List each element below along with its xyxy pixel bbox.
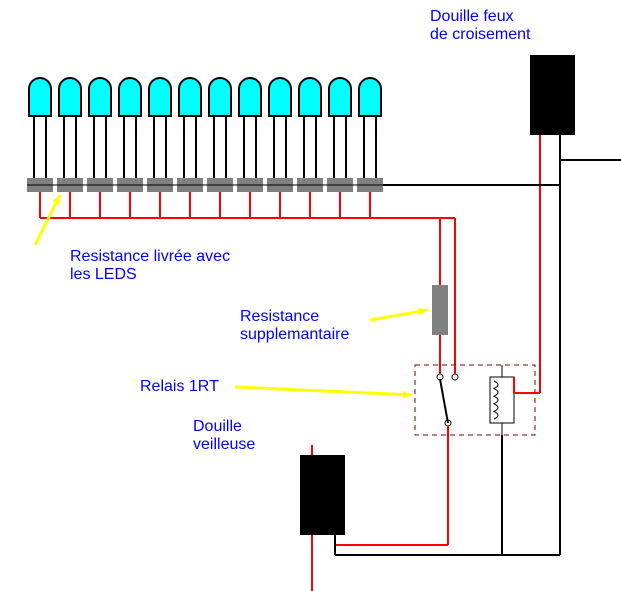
led (359, 78, 381, 116)
arrow (235, 387, 412, 395)
led (29, 78, 51, 116)
relay-1rt (415, 365, 535, 435)
socket-croisement (530, 55, 575, 135)
led (239, 78, 261, 116)
led (299, 78, 321, 116)
led (119, 78, 141, 116)
label-relais: Relais 1RT (140, 378, 219, 396)
led (179, 78, 201, 116)
label-douille-veilleuse: Douille veilleuse (193, 418, 255, 454)
supplementary-resistor (432, 285, 448, 335)
led (59, 78, 81, 116)
led (149, 78, 171, 116)
led (269, 78, 291, 116)
led (209, 78, 231, 116)
relay-coil (490, 377, 514, 423)
label-resistance-livree: Resistance livrée avec les LEDS (70, 248, 230, 284)
label-resistance-supp: Resistance supplemantaire (240, 308, 349, 344)
led (89, 78, 111, 116)
socket-veilleuse (300, 455, 345, 535)
label-douille-feux: Douille feux de croisement (430, 8, 531, 44)
led (329, 78, 351, 116)
